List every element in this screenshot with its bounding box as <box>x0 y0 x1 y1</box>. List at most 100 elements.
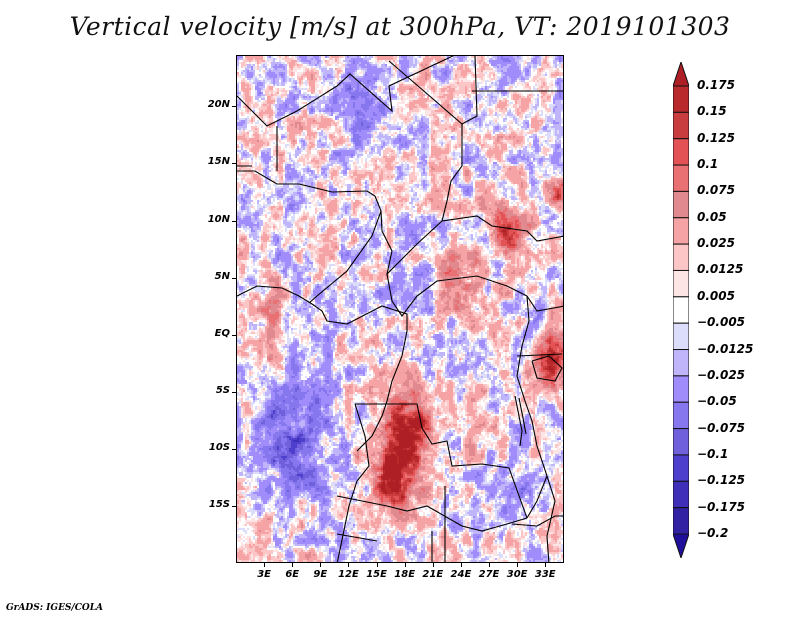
colorbar-label: −0.025 <box>697 367 746 382</box>
colorbar-segment <box>673 190 689 219</box>
colorbar-segment <box>673 480 689 509</box>
y-tick-label: 20N <box>207 99 230 111</box>
colorbar-segment <box>673 507 689 535</box>
border-zambia-east <box>511 515 563 527</box>
colorbar-segment <box>673 243 689 271</box>
border-drc-east <box>516 295 548 519</box>
x-tick-label: 12E <box>338 569 359 580</box>
x-tick <box>264 563 266 567</box>
y-tick <box>232 220 236 222</box>
y-tick-label: 5N <box>214 270 230 282</box>
colorbar-segment <box>673 269 689 298</box>
border-niger-chad <box>237 56 455 127</box>
y-tick-label: 15S <box>208 498 230 510</box>
border-mozambique <box>546 475 556 562</box>
x-tick <box>320 563 322 567</box>
border-cameroon-chad <box>380 210 443 276</box>
colorbar-label: −0.1 <box>697 446 729 461</box>
colorbar-segment <box>673 296 689 324</box>
colorbar-label: 0.005 <box>697 288 735 303</box>
y-tick <box>232 277 236 279</box>
border-nigeria-cameroon <box>308 195 382 304</box>
y-tick-label: EQ <box>214 327 230 339</box>
colorbar-segment <box>673 322 689 351</box>
y-tick-label: 5S <box>215 384 230 396</box>
map-plot-area <box>236 55 564 563</box>
colorbar-label: 0.1 <box>697 157 719 172</box>
colorbar-segment <box>673 217 689 245</box>
x-tick-label: 3E <box>257 569 271 580</box>
x-tick-label: 9E <box>313 569 328 580</box>
colorbar-segment <box>673 428 689 456</box>
y-tick-label: 10S <box>208 441 230 453</box>
colorbar-label: −0.05 <box>697 394 737 409</box>
x-tick <box>404 563 406 567</box>
border-uganda-kenya <box>516 295 563 357</box>
border-car-south <box>386 273 528 317</box>
colorbar-segment <box>673 401 689 430</box>
x-tick <box>460 563 462 567</box>
lake-tanganyika <box>514 395 527 447</box>
border-gulf-coast <box>237 285 323 312</box>
border-niger-west <box>237 126 278 171</box>
colorbar-label: −0.0125 <box>697 341 754 356</box>
colorbar-label: 0.175 <box>697 78 735 92</box>
x-tick <box>348 563 350 567</box>
colorbar-label: 0.05 <box>697 209 727 224</box>
border-chad-libya-sudan <box>388 56 478 125</box>
x-tick <box>489 563 491 567</box>
y-tick <box>232 163 236 165</box>
country-borders <box>237 56 563 562</box>
colorbar-label: 0.025 <box>697 236 735 251</box>
x-tick-label: 21E <box>422 569 444 580</box>
border-sudan-southsudan <box>441 215 563 242</box>
colorbar-label: 0.15 <box>697 104 727 119</box>
y-tick <box>232 334 236 336</box>
x-tick-label: 30E <box>506 569 528 580</box>
y-tick <box>232 448 236 450</box>
colorbar-segment <box>673 85 689 113</box>
colorbar-label: 0.0125 <box>697 262 744 277</box>
colorbar-segment <box>673 164 689 192</box>
colorbar-segment <box>673 111 689 140</box>
colorbar-label: −0.075 <box>697 420 746 435</box>
colorbar-extend-min <box>673 533 689 558</box>
y-tick <box>232 391 236 393</box>
grads-credit: GrADS: IGES/COLA <box>6 603 104 613</box>
colorbar-segment <box>673 375 689 403</box>
x-tick-label: 15E <box>366 569 387 580</box>
border-angola-north <box>355 403 528 519</box>
lake-victoria <box>531 355 563 382</box>
colorbar-segment <box>673 349 689 377</box>
border-niger-nigeria <box>237 170 376 197</box>
vertical-velocity-field <box>237 56 563 562</box>
border-gabon-congo <box>321 305 408 331</box>
x-tick-label: 18E <box>394 569 416 580</box>
y-tick <box>232 505 236 507</box>
x-tick-label: 27E <box>478 569 500 580</box>
x-tick <box>432 563 434 567</box>
x-tick-label: 6E <box>285 569 300 580</box>
y-tick-label: 15N <box>207 156 230 168</box>
colorbar <box>673 62 689 558</box>
x-tick <box>292 563 294 567</box>
colorbar-label: 0.075 <box>697 183 735 198</box>
colorbar-label: −0.125 <box>697 473 746 488</box>
colorbar-label: −0.2 <box>697 526 729 540</box>
x-tick-label: 33E <box>534 569 556 580</box>
colorbar-label: 0.125 <box>697 130 735 145</box>
x-tick <box>517 563 519 567</box>
colorbar-segment <box>673 138 689 166</box>
colorbar-extend-max <box>673 62 689 87</box>
x-tick <box>376 563 378 567</box>
colorbar-segment <box>673 454 689 482</box>
y-tick <box>232 106 236 108</box>
colorbar-label: −0.005 <box>697 315 746 330</box>
border-angola-south <box>336 495 528 532</box>
y-tick-label: 10N <box>207 213 230 225</box>
x-tick <box>545 563 547 567</box>
border-angola-west-coast <box>336 403 370 562</box>
border-congo-drc <box>356 330 408 452</box>
border-chad-east <box>441 124 463 222</box>
border-namibia <box>336 531 433 562</box>
